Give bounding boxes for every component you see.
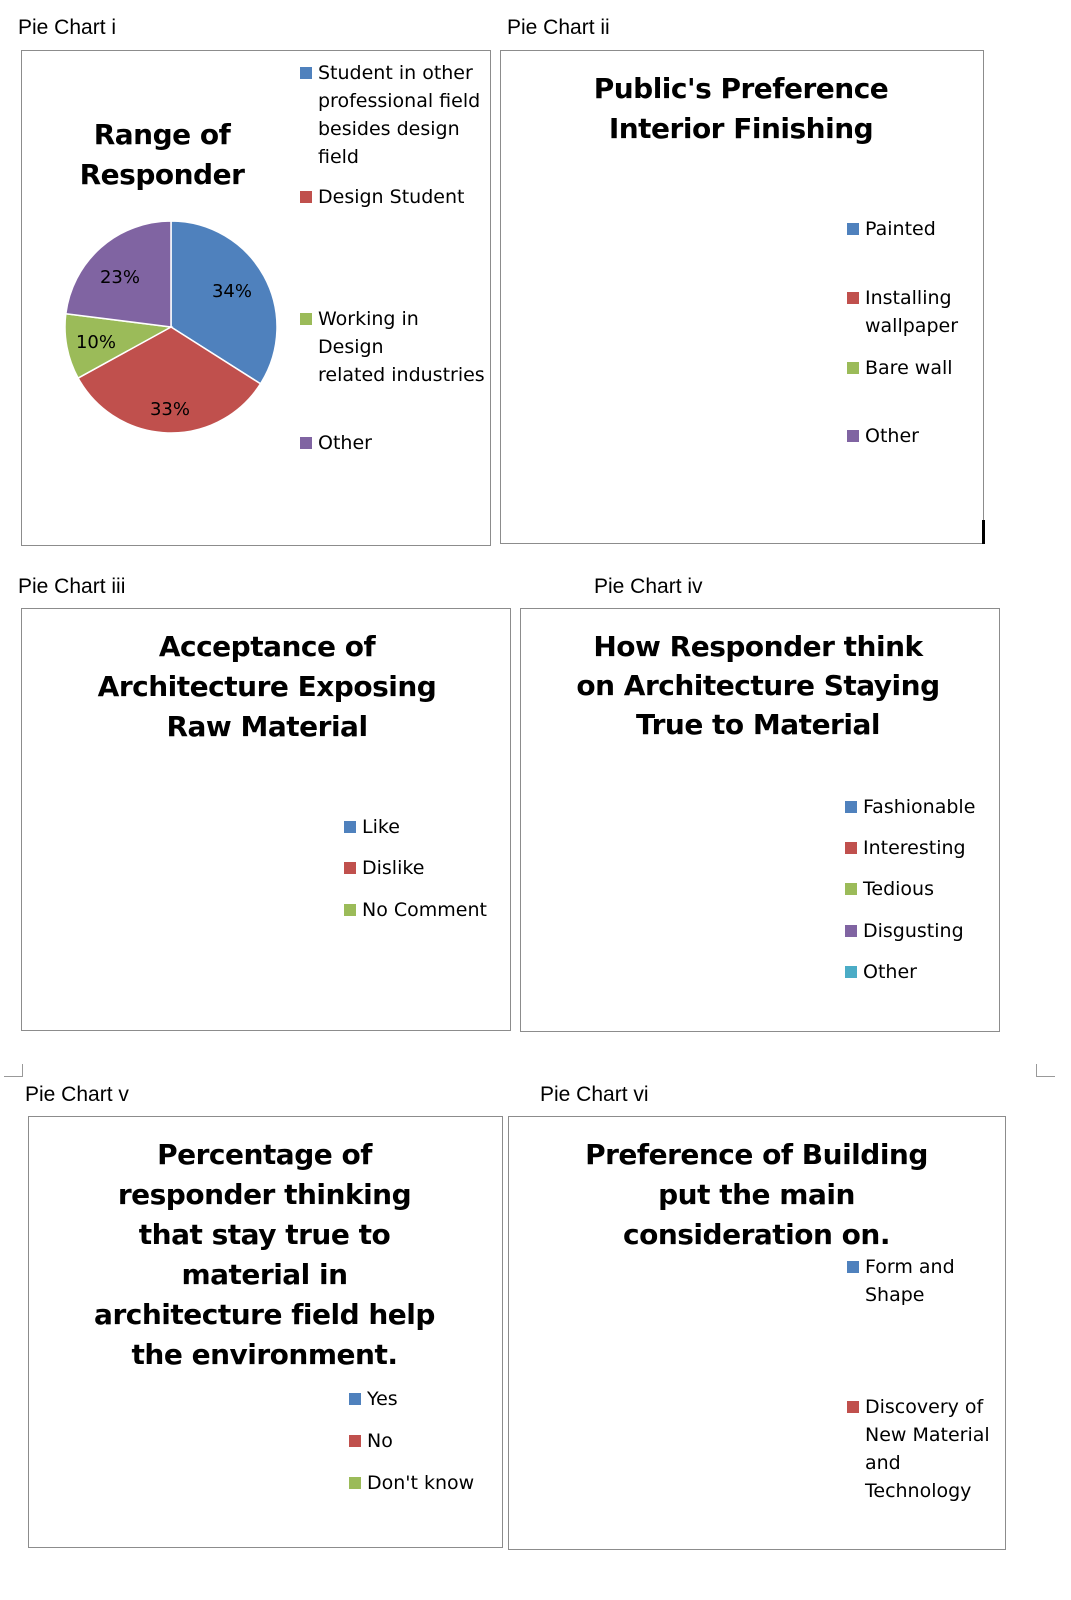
- legend-line: Form and: [865, 1256, 955, 1278]
- chart-4-caption: Pie Chart iv: [594, 575, 703, 598]
- chart-6-panel: Preference of Building put the main cons…: [508, 1116, 1006, 1550]
- chart-5-legend-item: Don't know: [349, 1469, 474, 1497]
- legend-swatch: [349, 1393, 361, 1405]
- legend-line: No Comment: [362, 899, 487, 921]
- legend-line: Disgusting: [863, 920, 964, 942]
- legend-swatch: [847, 1261, 859, 1273]
- legend-line: Discovery of: [865, 1396, 984, 1418]
- chart-4-legend-item: Tedious: [845, 875, 934, 903]
- legend-swatch: [847, 430, 859, 442]
- chart-1-legend-item: Student in other professional field besi…: [300, 59, 480, 171]
- legend-swatch: [300, 437, 312, 449]
- chart-6-caption: Pie Chart vi: [540, 1083, 649, 1106]
- legend-line: Technology: [865, 1480, 972, 1502]
- legend-line: Shape: [865, 1284, 925, 1306]
- chart-4-panel: How Responder think on Architecture Stay…: [520, 608, 1000, 1032]
- chart-2-legend-item: Painted: [847, 215, 936, 243]
- legend-line: Student in other: [318, 62, 473, 84]
- legend-swatch: [845, 925, 857, 937]
- legend-swatch: [344, 862, 356, 874]
- legend-swatch: [300, 313, 312, 325]
- legend-line: Installing: [865, 287, 952, 309]
- page-corner-mark: [4, 1064, 23, 1077]
- legend-line: related industries: [318, 364, 485, 386]
- legend-swatch: [845, 801, 857, 813]
- chart-2-title: Public's Preference Interior Finishing: [593, 72, 889, 145]
- chart-4-legend-item: Other: [845, 958, 917, 986]
- chart-2-legend-item: Other: [847, 422, 919, 450]
- chart-3-legend-item: Dislike: [344, 854, 424, 882]
- chart-1-title: Range of Responder: [79, 118, 245, 191]
- legend-swatch: [847, 292, 859, 304]
- legend-line: No: [367, 1430, 393, 1452]
- legend-line: Other: [865, 425, 919, 447]
- chart-4-legend-item: Interesting: [845, 834, 966, 862]
- legend-swatch: [349, 1477, 361, 1489]
- legend-line: Working in Design: [318, 308, 419, 358]
- legend-swatch: [845, 966, 857, 978]
- legend-swatch: [847, 1401, 859, 1413]
- legend-line: Other: [318, 432, 372, 454]
- legend-line: and: [865, 1452, 901, 1474]
- legend-line: Tedious: [863, 878, 934, 900]
- legend-line: New Material: [865, 1424, 990, 1446]
- legend-line: Interesting: [863, 837, 966, 859]
- legend-line: professional field: [318, 90, 481, 112]
- chart-2-legend-item: Installing wallpaper: [847, 284, 958, 340]
- legend-swatch: [349, 1435, 361, 1447]
- legend-line: Design Student: [318, 186, 465, 208]
- legend-swatch: [847, 223, 859, 235]
- chart-3-title: Acceptance of Architecture Exposing Raw …: [97, 630, 437, 743]
- chart-2-caption: Pie Chart ii: [507, 16, 610, 39]
- legend-line: Don't know: [367, 1472, 475, 1494]
- chart-1-legend-item: Design Student: [300, 183, 464, 211]
- legend-swatch: [300, 67, 312, 79]
- chart-2-panel: Public's Preference Interior Finishing P…: [500, 50, 984, 544]
- legend-line: Bare wall: [865, 357, 953, 379]
- legend-line: Fashionable: [863, 796, 976, 818]
- chart-4-title: How Responder think on Architecture Stay…: [576, 630, 940, 741]
- legend-swatch: [300, 191, 312, 203]
- chart-1-legend-item: Other: [300, 429, 372, 457]
- chart-5-caption: Pie Chart v: [25, 1083, 129, 1106]
- legend-line: Like: [362, 816, 400, 838]
- chart-3-caption: Pie Chart iii: [18, 575, 126, 598]
- chart-6-title: Preference of Building put the main cons…: [585, 1138, 928, 1251]
- chart-5-legend-item: No: [349, 1427, 393, 1455]
- page-corner-mark: [1036, 1064, 1055, 1077]
- chart-3-legend-item: No Comment: [344, 896, 487, 924]
- chart-1-panel: Range of Responder Student in other prof…: [21, 50, 491, 546]
- chart-1-caption: Pie Chart i: [18, 16, 117, 39]
- legend-swatch: [344, 904, 356, 916]
- legend-line: wallpaper: [865, 315, 959, 337]
- legend-swatch: [847, 362, 859, 374]
- legend-line: field: [318, 146, 359, 168]
- chart-4-legend-item: Fashionable: [845, 793, 975, 821]
- chart-4-legend-item: Disgusting: [845, 917, 964, 945]
- chart-3-panel: Acceptance of Architecture Exposing Raw …: [21, 608, 511, 1031]
- legend-line: Yes: [367, 1388, 398, 1410]
- chart-3-legend-item: Like: [344, 813, 400, 841]
- cursor-mark: [982, 520, 985, 544]
- legend-line: Dislike: [362, 857, 425, 879]
- legend-line: besides design: [318, 118, 460, 140]
- chart-5-panel: Percentage of responder thinking that st…: [28, 1116, 503, 1548]
- chart-5-title: Percentage of responder thinking that st…: [94, 1138, 435, 1371]
- chart-6-legend-item: Discovery of New Material and Technology: [847, 1393, 990, 1505]
- chart-1-legend-item: Working in Design related industries: [300, 305, 490, 389]
- legend-line: Other: [863, 961, 917, 983]
- legend-line: Painted: [865, 218, 936, 240]
- legend-swatch: [845, 883, 857, 895]
- chart-2-legend-item: Bare wall: [847, 354, 953, 382]
- legend-swatch: [344, 821, 356, 833]
- legend-swatch: [845, 842, 857, 854]
- chart-5-legend-item: Yes: [349, 1385, 398, 1413]
- chart-6-legend-item: Form and Shape: [847, 1253, 955, 1309]
